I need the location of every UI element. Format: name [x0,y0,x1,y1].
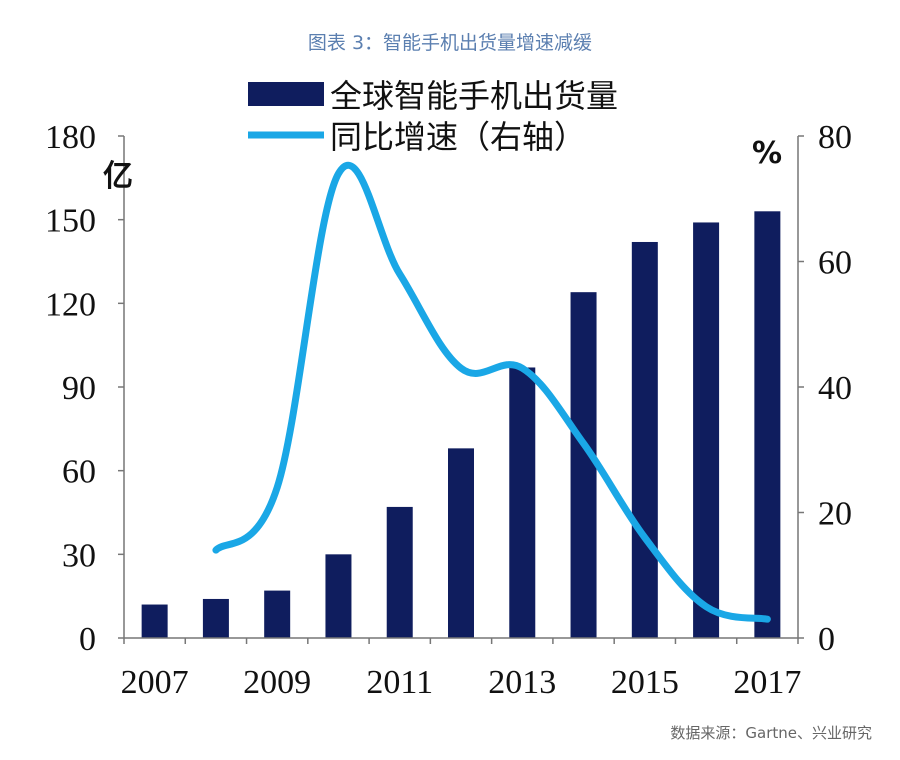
right-axis-ticks: 0 20 40 60 80 [798,119,852,658]
bar-2016 [693,222,720,638]
bar-series [141,211,781,639]
right-tick-label: 20 [818,496,852,533]
right-axis-unit: % [752,136,782,171]
bar-2010 [325,554,352,638]
bar-2012 [448,448,474,638]
x-tick-label: 2015 [611,664,679,701]
x-tick-label: 2009 [243,664,311,701]
bar-2011 [386,506,413,638]
chart-title: 图表 3：智能手机出货量增速减缓 [307,32,593,54]
left-tick-label: 0 [79,621,96,658]
left-tick-label: 90 [62,370,96,407]
left-tick-label: 60 [62,454,96,491]
left-tick-label: 150 [45,203,96,240]
right-tick-label: 0 [818,621,835,658]
right-tick-label: 80 [818,119,852,156]
bar-2015 [631,241,658,638]
bar-2009 [264,590,291,638]
x-tick-label: 2017 [733,664,801,701]
bar-2014 [570,292,597,638]
bar-2013 [509,367,536,638]
x-tick-label: 2013 [488,664,556,701]
bar-2008 [202,598,229,638]
left-tick-label: 30 [62,537,96,574]
left-axis-ticks: 0 30 60 90 120 150 180 [45,119,124,658]
source-note: 数据来源：Gartne、兴业研究 [670,724,872,742]
legend-bar-swatch [248,82,324,106]
growth-line [212,161,771,623]
x-tick-label: 2007 [121,664,189,701]
left-tick-label: 180 [45,119,96,156]
legend-bar-label: 全球智能手机出货量 [330,77,618,115]
x-axis-ticks: 2007 2009 2011 2013 2015 2017 [121,638,801,701]
right-tick-label: 40 [818,370,852,407]
left-tick-label: 120 [45,286,96,323]
legend: 全球智能手机出货量 同比增速（右轴） [248,77,618,156]
x-tick-label: 2011 [366,664,433,701]
bar-2007 [141,604,168,638]
left-axis-unit: 亿 [103,159,133,194]
right-tick-label: 60 [818,245,852,282]
bar-2017 [754,211,781,639]
legend-line-label: 同比增速（右轴） [330,118,586,156]
